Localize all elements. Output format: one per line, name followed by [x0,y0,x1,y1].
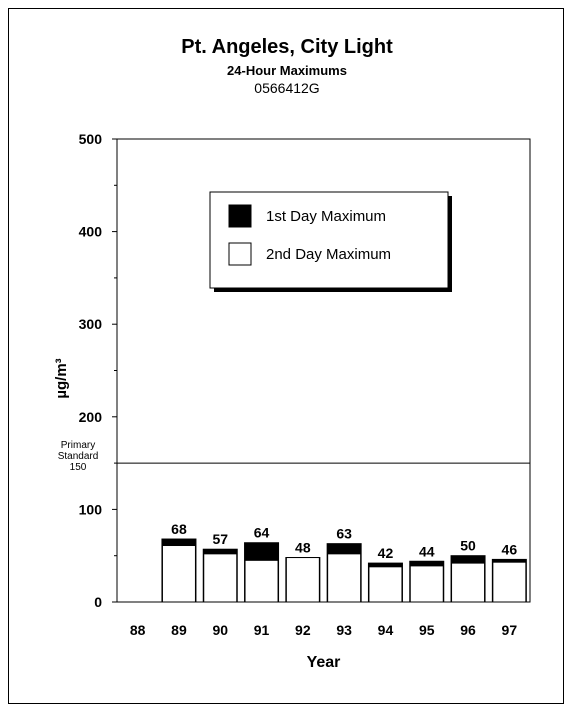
bar-2nd-day-max [285,557,320,603]
x-tick-label: 89 [171,622,187,638]
legend-swatch [228,204,252,228]
bar-value-label: 48 [295,540,311,556]
site-id: 0566412G [254,80,320,96]
y-tick-label: 200 [79,409,103,425]
bar-2nd-day-max [203,553,238,603]
y-tick-label: 300 [79,316,103,332]
bar-2nd-day-max [451,562,486,603]
primary-standard-label: Primary [61,440,95,451]
bar-value-label: 50 [460,538,476,554]
y-axis-label: µg/m³ [53,358,70,398]
y-tick-label: 100 [79,501,103,517]
bar-value-label: 63 [336,526,352,542]
bar-value-label: 57 [212,531,228,547]
x-tick-label: 95 [419,622,435,638]
bar-value-label: 64 [254,525,270,541]
legend-label: 1st Day Maximum [266,208,386,225]
y-tick-label: 500 [79,131,103,147]
x-tick-label: 92 [295,622,311,638]
bar-2nd-day-max [368,566,403,603]
x-tick-label: 88 [130,622,146,638]
bar-2nd-day-max [327,553,362,603]
bar-2nd-day-max [492,561,527,603]
bar-value-label: 44 [419,543,435,559]
bar-value-label: 46 [502,541,518,557]
chart-title: Pt. Angeles, City Light [181,36,393,58]
y-tick-label: 400 [79,224,103,240]
x-tick-label: 91 [254,622,270,638]
legend-swatch [228,242,252,266]
legend-label: 2nd Day Maximum [266,246,391,263]
x-tick-label: 94 [378,622,394,638]
bar-value-label: 42 [378,545,394,561]
x-tick-label: 90 [212,622,228,638]
bar-2nd-day-max [409,565,444,603]
primary-standard-label: 150 [70,462,87,473]
bar-2nd-day-max [161,545,196,603]
x-tick-label: 93 [336,622,352,638]
bar-2nd-day-max [244,559,279,603]
x-tick-label: 96 [460,622,476,638]
x-axis-label: Year [307,654,341,671]
x-tick-label: 97 [502,622,518,638]
bar-value-label: 68 [171,521,187,537]
chart-subtitle: 24-Hour Maximums [227,63,347,78]
y-tick-label: 0 [94,594,102,610]
primary-standard-label: Standard [58,451,99,462]
